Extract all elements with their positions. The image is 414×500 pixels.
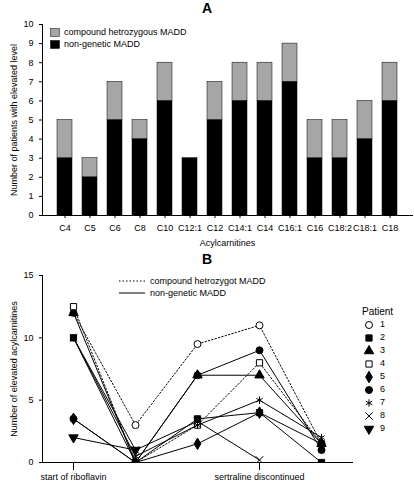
svg-text:10: 10 bbox=[23, 19, 33, 29]
html-text:non-genetic MADD: non-genetic MADD bbox=[150, 288, 226, 298]
svg-text:5: 5 bbox=[28, 115, 33, 125]
html-text:6: 6 bbox=[380, 384, 385, 394]
svg-text:C5: C5 bbox=[84, 223, 96, 233]
svg-text:C12:1: C12:1 bbox=[178, 223, 202, 233]
svg-text:0: 0 bbox=[28, 210, 33, 220]
html-text:5: 5 bbox=[380, 371, 385, 381]
svg-text:8: 8 bbox=[28, 58, 33, 68]
svg-text:1: 1 bbox=[28, 191, 33, 201]
svg-text:2: 2 bbox=[28, 172, 33, 182]
svg-text:C18:2: C18:2 bbox=[328, 223, 352, 233]
html-text:non-genetic MADD: non-genetic MADD bbox=[64, 39, 140, 49]
html-text:A: A bbox=[201, 0, 213, 16]
svg-text:Number of patients with elevat: Number of patients with elevated level bbox=[9, 44, 19, 196]
html-text:4: 4 bbox=[380, 358, 385, 368]
html-text:8: 8 bbox=[380, 410, 385, 420]
html-text:compound hetrozygot MADD: compound hetrozygot MADD bbox=[150, 276, 266, 286]
html-text:1: 1 bbox=[380, 319, 385, 329]
svg-text:3: 3 bbox=[28, 153, 33, 163]
html-text:2: 2 bbox=[380, 332, 385, 342]
html-text:Patient: Patient bbox=[362, 306, 394, 317]
svg-text:C18: C18 bbox=[382, 223, 399, 233]
svg-text:7: 7 bbox=[28, 77, 33, 87]
svg-text:C16: C16 bbox=[307, 223, 324, 233]
svg-text:C18:1: C18:1 bbox=[353, 223, 377, 233]
svg-text:C14: C14 bbox=[257, 223, 274, 233]
svg-text:10: 10 bbox=[23, 333, 33, 343]
svg-text:C16:1: C16:1 bbox=[278, 223, 302, 233]
svg-text:5: 5 bbox=[28, 395, 33, 405]
svg-text:C4: C4 bbox=[59, 223, 71, 233]
svg-text:sertraline discontinued: sertraline discontinued bbox=[214, 472, 304, 482]
svg-text:C6: C6 bbox=[109, 223, 121, 233]
svg-text:C10: C10 bbox=[157, 223, 174, 233]
svg-text:C12: C12 bbox=[207, 223, 224, 233]
svg-text:15: 15 bbox=[23, 270, 33, 280]
svg-text:9: 9 bbox=[28, 38, 33, 48]
html-text:7: 7 bbox=[380, 397, 385, 407]
svg-text:C14:1: C14:1 bbox=[228, 223, 252, 233]
svg-text:start of riboflavin: start of riboflavin bbox=[40, 472, 106, 482]
svg-text:C8: C8 bbox=[134, 223, 146, 233]
html-text:3: 3 bbox=[380, 345, 385, 355]
html-text:B: B bbox=[201, 251, 213, 267]
svg-text:Number of elevated acylcarniti: Number of elevated acylcarnitines bbox=[9, 301, 19, 437]
html-text:compound hetrozygous MADD: compound hetrozygous MADD bbox=[64, 27, 187, 37]
svg-text:4: 4 bbox=[28, 134, 33, 144]
svg-text:Acylcarnitines: Acylcarnitines bbox=[200, 238, 256, 248]
svg-text:0: 0 bbox=[28, 457, 33, 467]
html-text:9: 9 bbox=[380, 423, 385, 433]
svg-text:6: 6 bbox=[28, 96, 33, 106]
